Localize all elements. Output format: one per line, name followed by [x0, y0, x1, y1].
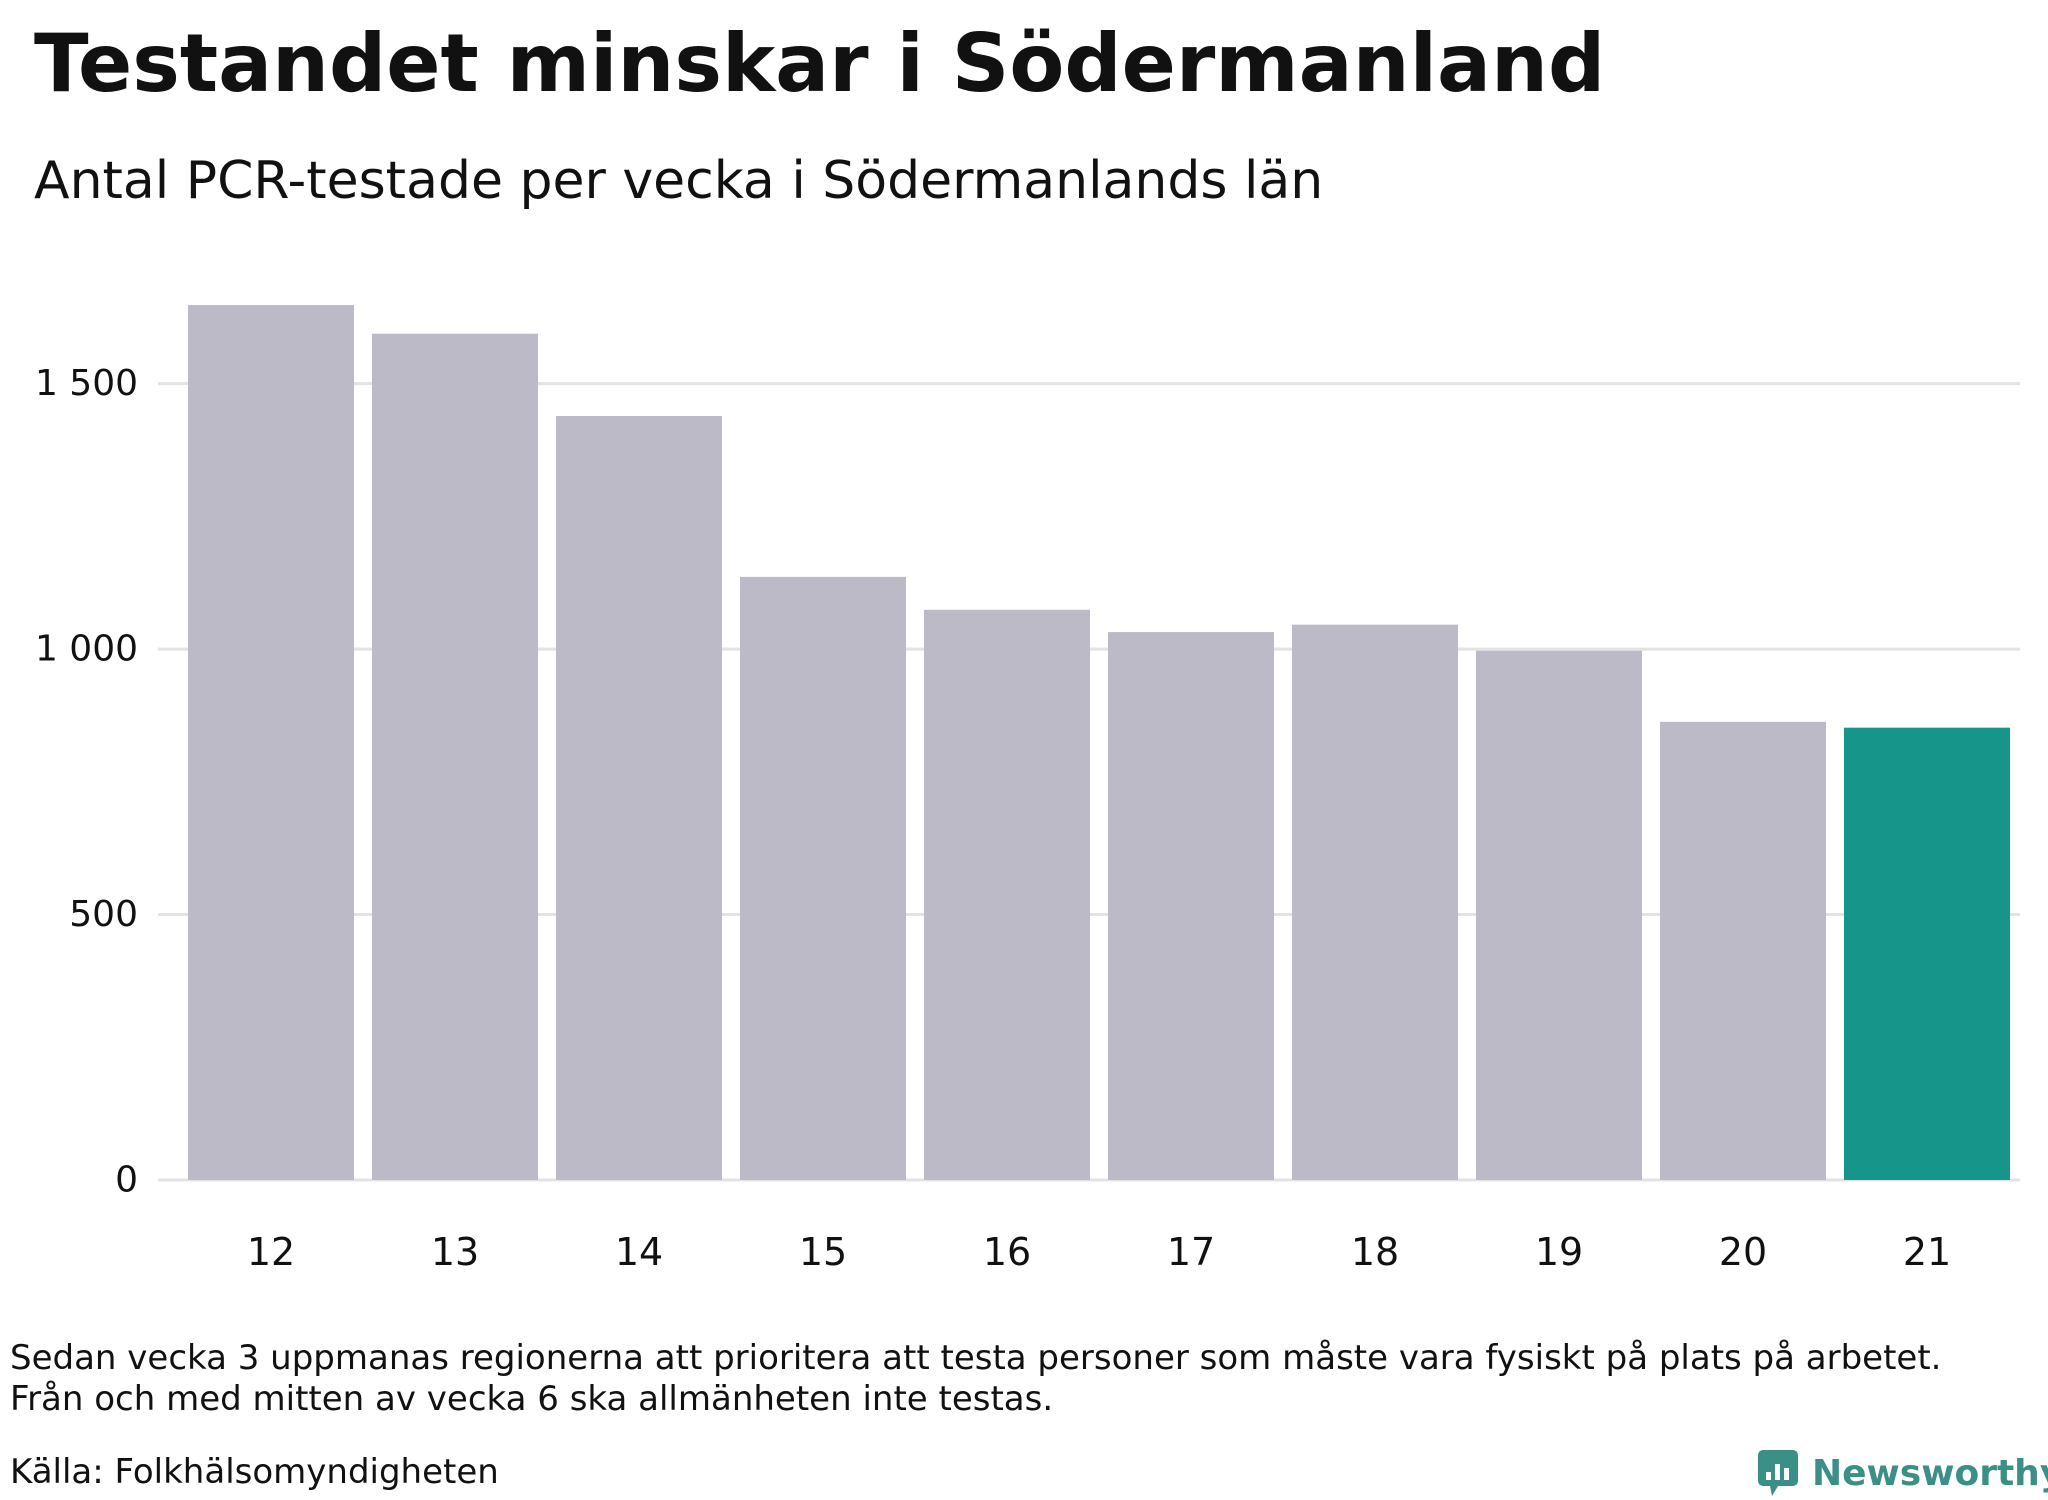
bar-week-13 — [372, 333, 538, 1180]
y-tick-label-1500: 1 500 — [35, 363, 138, 404]
x-tick-label-12: 12 — [247, 1230, 295, 1274]
brand-name: Newsworthy — [1812, 1452, 2048, 1494]
bar-week-15 — [740, 576, 906, 1180]
footnote: Sedan vecka 3 uppmanas regionerna att pr… — [10, 1338, 1941, 1420]
x-tick-label-18: 18 — [1351, 1230, 1399, 1274]
bar-week-17 — [1108, 632, 1274, 1180]
x-tick-label-15: 15 — [799, 1230, 847, 1274]
y-tick-label-0: 0 — [115, 1160, 138, 1201]
footnote-line-2: Från och med mitten av vecka 6 ska allmä… — [10, 1379, 1054, 1419]
y-tick-label-500: 500 — [69, 894, 138, 935]
bar-week-14 — [556, 416, 722, 1180]
bar-week-18 — [1292, 624, 1458, 1180]
bar-week-19 — [1476, 650, 1642, 1180]
bar-week-12 — [188, 305, 354, 1180]
x-tick-label-17: 17 — [1167, 1230, 1215, 1274]
x-tick-label-14: 14 — [615, 1230, 663, 1274]
x-tick-label-19: 19 — [1535, 1230, 1583, 1274]
source-credit: Källa: Folkhälsomyndigheten — [10, 1452, 499, 1492]
x-tick-label-21: 21 — [1903, 1230, 1951, 1274]
bar-week-20 — [1660, 721, 1826, 1180]
bar-chart: 0 500 1 000 1 500 12 13 14 15 16 17 18 19 20 21 — [35, 305, 2020, 1274]
x-tick-label-16: 16 — [983, 1230, 1031, 1274]
chart-title: Testandet minskar i Södermanland — [34, 17, 1606, 110]
bar-week-21 — [1844, 727, 2010, 1180]
x-tick-label-13: 13 — [431, 1230, 479, 1274]
x-tick-label-20: 20 — [1719, 1230, 1767, 1274]
bar-week-16 — [924, 609, 1090, 1180]
footnote-line-1: Sedan vecka 3 uppmanas regionerna att pr… — [10, 1338, 1942, 1378]
chart-subtitle: Antal PCR-testade per vecka i Södermanla… — [34, 151, 1324, 211]
y-tick-label-1000: 1 000 — [35, 629, 138, 670]
brand-logo: Newsworthy — [1756, 1448, 2048, 1498]
newsworthy-logo-icon — [1758, 1450, 1798, 1496]
